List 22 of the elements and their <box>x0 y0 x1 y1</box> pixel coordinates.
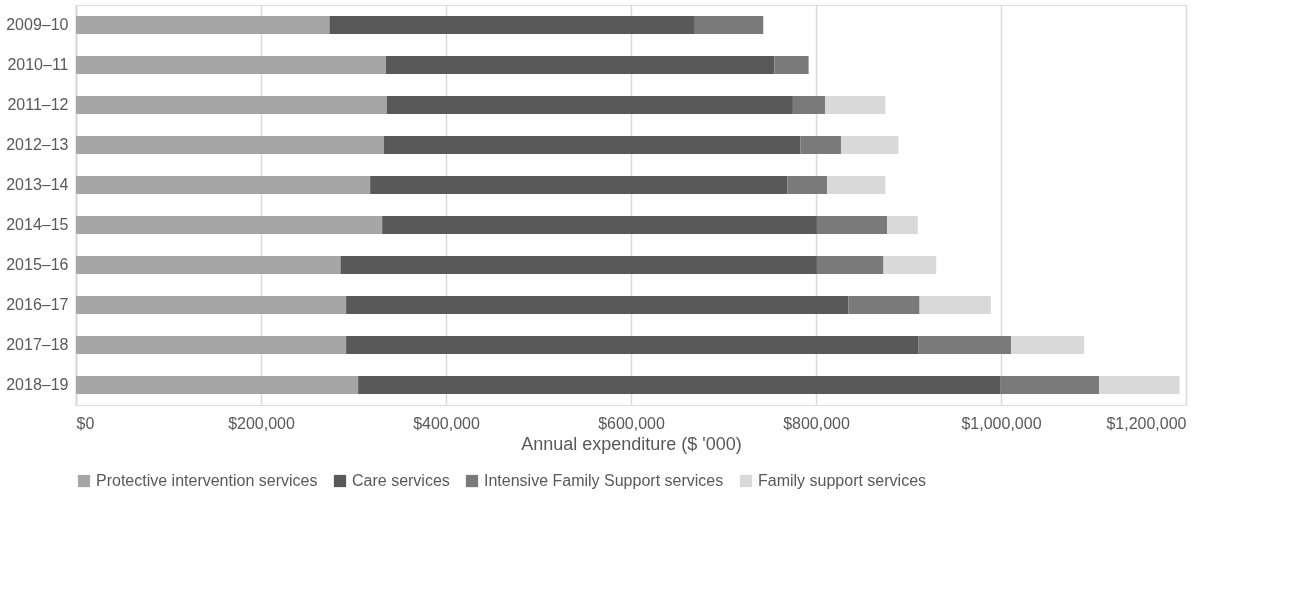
y-tick-label: 2016–17 <box>6 296 69 313</box>
legend-label: Intensive Family Support services <box>484 472 724 489</box>
x-tick-label: $1,000,000 <box>961 414 1042 432</box>
legend-label: Care services <box>352 472 450 489</box>
y-tick-label: 2014–15 <box>6 216 69 233</box>
y-tick-label: 2009–10 <box>6 16 69 33</box>
y-tick-label: 2012–13 <box>6 136 69 153</box>
x-tick-label: $0 <box>76 414 95 432</box>
x-tick-label: $400,000 <box>413 414 480 432</box>
legend-label: Protective intervention services <box>96 472 318 489</box>
y-tick-label: 2018–19 <box>6 376 69 393</box>
y-tick-label: 2011–12 <box>7 96 69 113</box>
legend-label: Family support services <box>758 472 927 489</box>
x-tick-label: $800,000 <box>783 414 850 432</box>
x-axis-title: Annual expenditure ($ '000) <box>521 433 742 454</box>
y-tick-label: 2013–14 <box>6 176 69 193</box>
x-tick-label: $600,000 <box>598 414 665 432</box>
y-tick-label: 2015–16 <box>6 256 69 273</box>
y-tick-label: 2010–11 <box>7 56 69 73</box>
x-tick-label: $200,000 <box>228 414 295 432</box>
y-tick-label: 2017–18 <box>6 336 69 353</box>
x-tick-label: $1,200,000 <box>1106 414 1187 432</box>
